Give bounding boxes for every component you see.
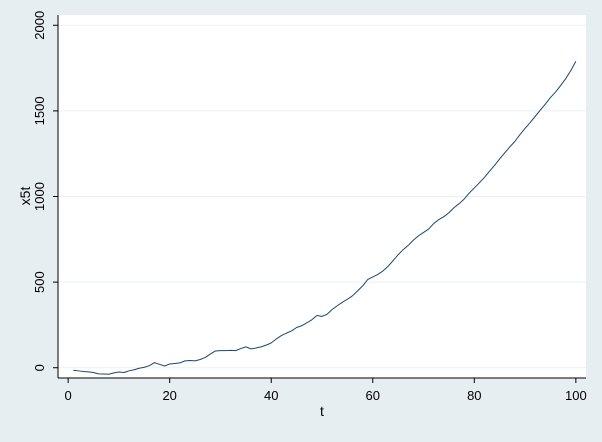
x-tick-label: 0 <box>65 388 72 403</box>
y-tick-label: 1500 <box>32 96 47 125</box>
x-tick-label: 100 <box>565 388 587 403</box>
gridlines <box>58 24 586 369</box>
x-tick-label: 40 <box>264 388 278 403</box>
series <box>73 60 577 375</box>
ticks: 0 500 1000 1500 2000 0 20 40 60 80 100 <box>32 11 587 403</box>
x-tick-label: 20 <box>162 388 176 403</box>
series-line <box>73 60 577 375</box>
x-axis-title: t <box>320 403 324 419</box>
y-tick-label: 0 <box>32 364 47 371</box>
y-tick-label: 1000 <box>32 182 47 211</box>
y-axis-title: x5t <box>17 187 33 206</box>
x-tick-label: 80 <box>467 388 481 403</box>
x-tick-label: 60 <box>366 388 380 403</box>
y-tick-label: 500 <box>32 271 47 293</box>
y-tick-label: 2000 <box>32 11 47 40</box>
